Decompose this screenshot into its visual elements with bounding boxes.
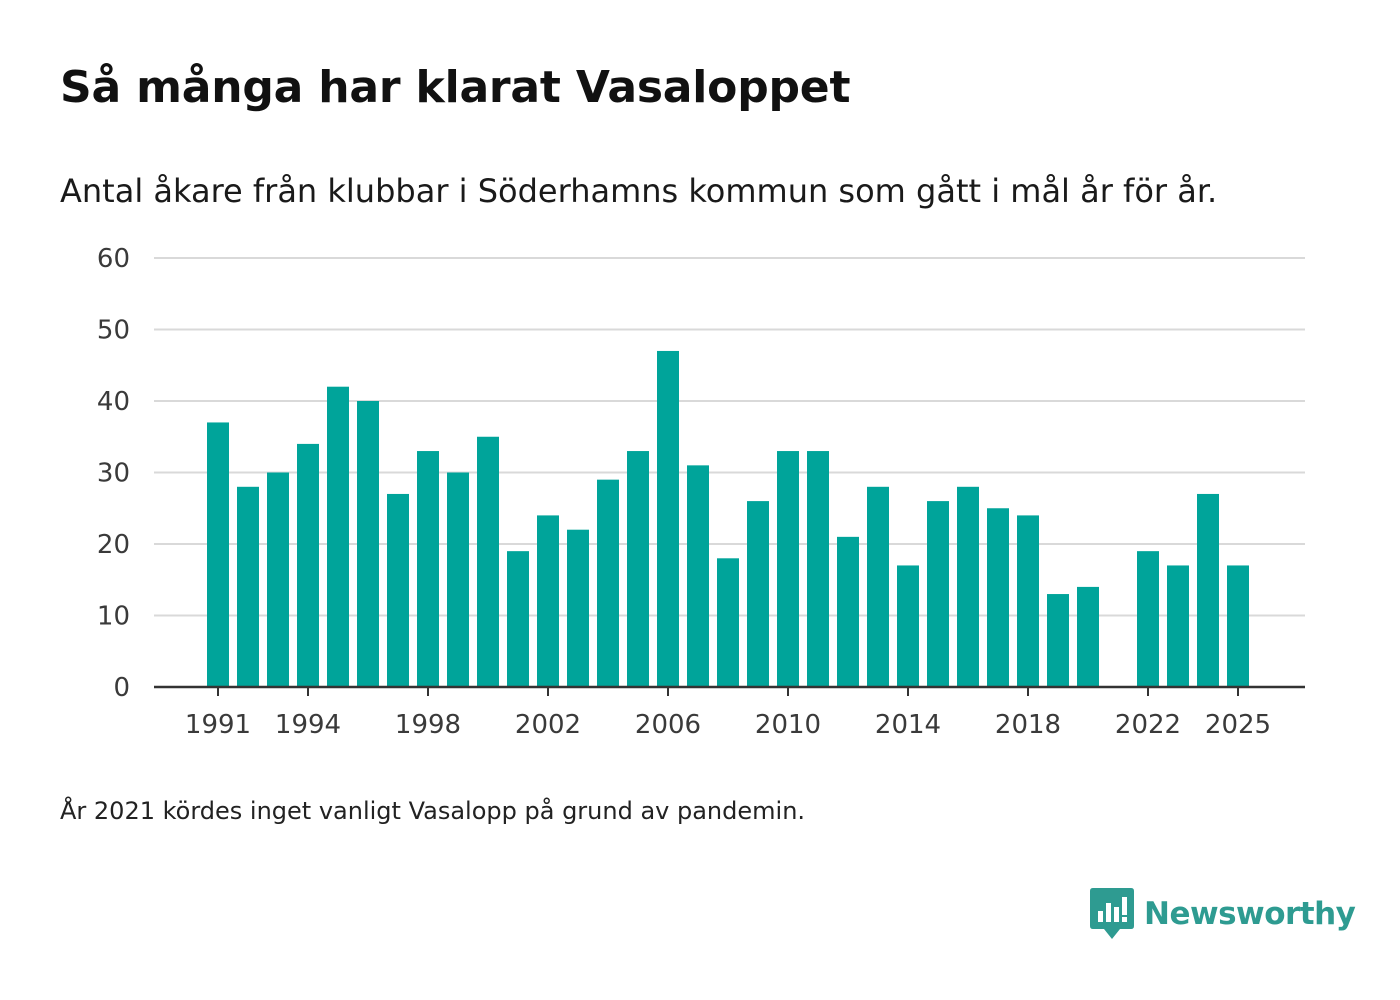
x-tick-label: 2025 xyxy=(1205,710,1271,740)
x-tick-label: 2002 xyxy=(515,710,581,740)
x-tick-label: 2018 xyxy=(995,710,1061,740)
x-tick-label: 1994 xyxy=(275,710,341,740)
bar-1998 xyxy=(417,451,439,687)
bar-1997 xyxy=(387,493,409,687)
bar-2008 xyxy=(717,558,739,687)
bar-2005 xyxy=(627,451,649,687)
bar-2020 xyxy=(1077,586,1099,687)
bar-2010 xyxy=(777,451,799,687)
y-tick-label: 30 xyxy=(97,459,130,489)
bar-1993 xyxy=(267,472,289,687)
bar-1994 xyxy=(297,443,319,687)
y-tick-label: 40 xyxy=(97,387,130,417)
newsworthy-brand: Newsworthy xyxy=(1090,888,1356,940)
chart-subtitle: Antal åkare från klubbar i Söderhamns ko… xyxy=(60,172,1218,210)
bar-2018 xyxy=(1017,515,1039,687)
x-tick-label: 2022 xyxy=(1115,710,1181,740)
x-tick-label: 2010 xyxy=(755,710,821,740)
bar-2023 xyxy=(1167,565,1189,687)
y-tick-label: 60 xyxy=(97,244,130,274)
bar-2006 xyxy=(657,350,679,687)
bar-2007 xyxy=(687,465,709,687)
bar-1995 xyxy=(327,386,349,687)
bar-1996 xyxy=(357,401,379,687)
bar-2011 xyxy=(807,451,829,687)
bars xyxy=(207,350,1249,687)
bar-2001 xyxy=(507,551,529,687)
chart-title: Så många har klarat Vasaloppet xyxy=(60,62,851,113)
newsworthy-logo-icon xyxy=(1090,888,1134,939)
axes: 0 10 20 30 40 50 60 1991 1994 1998 2002 2006 2010 201… xyxy=(97,244,1305,740)
brand-name: Newsworthy xyxy=(1144,896,1356,932)
bar-2012 xyxy=(837,536,859,687)
y-tick-label: 20 xyxy=(97,530,130,560)
bar-1999 xyxy=(447,472,469,687)
y-tick-label: 50 xyxy=(97,316,130,346)
bar-2017 xyxy=(987,508,1009,687)
bar-2014 xyxy=(897,565,919,687)
bar-2024 xyxy=(1197,493,1219,687)
footnote: År 2021 kördes inget vanligt Vasalopp på… xyxy=(60,797,806,825)
bar-2019 xyxy=(1047,594,1069,687)
bar-1992 xyxy=(237,486,259,687)
x-tick-label: 1998 xyxy=(395,710,461,740)
bar-chart: 0 10 20 30 40 50 60 1991 1994 1998 2002 2006 2010 201… xyxy=(97,244,1305,740)
bar-2015 xyxy=(927,501,949,687)
x-tick-label: 2014 xyxy=(875,710,941,740)
bar-2000 xyxy=(477,436,499,687)
x-tick-label: 2006 xyxy=(635,710,701,740)
bar-2025 xyxy=(1227,565,1249,687)
y-tick-label: 0 xyxy=(113,673,130,703)
bar-1991 xyxy=(207,422,229,687)
bar-2003 xyxy=(567,529,589,687)
bar-2013 xyxy=(867,486,889,687)
y-tick-label: 10 xyxy=(97,602,130,632)
bar-2004 xyxy=(597,479,619,687)
x-tick-label: 1991 xyxy=(185,710,251,740)
bar-2022 xyxy=(1137,551,1159,687)
bar-2009 xyxy=(747,501,769,687)
bar-2002 xyxy=(537,515,559,687)
bar-2016 xyxy=(957,486,979,687)
